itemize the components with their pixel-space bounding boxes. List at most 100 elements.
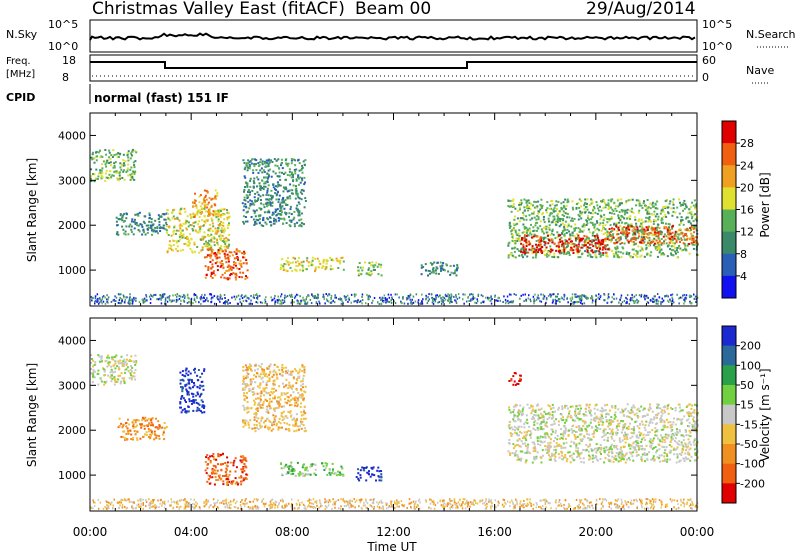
velocity-region-3	[204, 452, 249, 486]
velocity-region-0	[90, 354, 138, 386]
velocity-colorbar-swatch-1	[722, 345, 736, 366]
xtick-label-6: 00:00	[680, 525, 715, 539]
power-colorbar-swatch-2	[722, 165, 736, 188]
nave-tick-bottom: 0	[702, 71, 709, 84]
velocity-colorbar-swatch-8	[722, 483, 736, 504]
velocity-colorbar-tick-0: 200	[740, 340, 761, 353]
velocity-ground-scatter	[90, 498, 699, 510]
power-colorbar-swatch-3	[722, 187, 736, 210]
power-region-4	[192, 189, 219, 219]
velocity-colorbar-swatch-3	[722, 385, 736, 406]
velocity-region-5	[280, 461, 345, 478]
power-ytick-label-3: 4000	[58, 129, 86, 142]
power-colorbar-tick-0: 4	[740, 270, 747, 283]
velocity-colorbar-swatch-0	[722, 326, 736, 347]
power-colorbar-swatch-7	[722, 275, 736, 299]
velocity-region-2	[179, 367, 206, 414]
nsearch-tick-top: 10^5	[702, 18, 732, 31]
nave-label: Nave	[746, 64, 774, 77]
nsearch-label: N.Search	[746, 28, 796, 41]
power-ylabel: Slant Range [km]	[25, 158, 39, 262]
nsearch-tick-bottom: 10^0	[702, 40, 732, 53]
velocity-colorbar-swatch-6	[722, 444, 736, 465]
nsky-trace	[89, 32, 696, 41]
power-colorbar-tick-1: 8	[740, 248, 747, 261]
velocity-colorbar-tick-1: 100	[740, 359, 761, 372]
power-colorbar-swatch-1	[722, 143, 736, 166]
power-region-9	[507, 198, 699, 259]
power-ytick-label-1: 2000	[58, 219, 86, 232]
velocity-colorbar-swatch-2	[722, 365, 736, 386]
velocity-panel: 1000 2000 3000 4000 Slant Range [km]	[25, 317, 699, 512]
power-colorbar-tick-4: 20	[740, 181, 754, 194]
nsky-tick-bottom: 10^0	[48, 40, 78, 53]
power-colorbar-tick-5: 24	[740, 159, 754, 172]
velocity-colorbar-swatch-5	[722, 424, 736, 445]
nave-tick-top: 60	[702, 54, 716, 67]
cpid-text: normal (fast) 151 IF	[94, 91, 229, 105]
freq-label-2: [MHz]	[6, 69, 35, 80]
xtick-label-2: 08:00	[275, 525, 310, 539]
figure-title: Christmas Valley East (fitACF)	[92, 0, 345, 19]
time-axis-labels: 00:00 04:00 08:00 12:00 16:00 20:00 00:00	[73, 525, 715, 539]
velocity-region-1	[117, 416, 168, 441]
power-colorbar-swatch-0	[722, 121, 736, 144]
time-axis-title: Time UT	[366, 540, 417, 554]
xtick-label-5: 20:00	[579, 525, 614, 539]
power-region-11	[608, 225, 699, 245]
nsky-label: N.Sky	[6, 28, 38, 41]
velocity-ytick-label-1: 2000	[58, 424, 86, 437]
power-region-0	[90, 148, 138, 183]
velocity-colorbar-label: Velocity [m s⁻¹]	[758, 368, 772, 461]
power-region-5	[241, 158, 307, 228]
freq-label-1: Freq.	[6, 56, 31, 67]
velocity-colorbar-tick-7: -200	[740, 477, 765, 490]
xtick-label-1: 04:00	[174, 525, 209, 539]
velocity-colorbar-swatch-4	[722, 404, 736, 425]
xtick-label-3: 12:00	[376, 525, 411, 539]
velocity-cells	[90, 354, 699, 510]
power-colorbar-tick-6: 28	[740, 137, 754, 150]
power-colorbar-swatch-5	[722, 231, 736, 255]
power-region-10	[520, 234, 611, 255]
power-cells	[90, 148, 699, 305]
velocity-region-7	[508, 372, 522, 386]
power-region-2	[165, 207, 231, 254]
velocity-colorbar: 200 100 50 15 -15 -50 -100 -200	[721, 325, 765, 504]
velocity-ytick-label-0: 1000	[58, 469, 86, 482]
velocity-ytick-label-3: 4000	[58, 334, 86, 347]
cpid-label: CPID	[6, 91, 35, 104]
freq-tick-bottom: 8	[62, 71, 69, 84]
nsky-panel	[89, 19, 698, 53]
power-region-8	[420, 261, 459, 277]
power-region-7	[356, 261, 383, 277]
velocity-colorbar-tick-4: -15	[740, 418, 758, 431]
xtick-label-0: 00:00	[73, 525, 108, 539]
power-region-3	[204, 248, 249, 281]
power-region-6	[279, 256, 345, 273]
velocity-region-4	[241, 363, 307, 433]
power-ytick-label-0: 1000	[58, 264, 86, 277]
nsky-tick-top: 10^5	[48, 18, 78, 31]
freq-tick-top: 18	[62, 54, 76, 67]
velocity-region-8	[507, 403, 699, 464]
power-ytick-label-2: 3000	[58, 174, 86, 187]
power-panel: 1000 2000 3000 4000 Slant Range [km]	[25, 112, 699, 307]
power-colorbar-tick-2: 12	[740, 226, 754, 239]
xtick-label-4: 16:00	[477, 525, 512, 539]
velocity-colorbar-swatch-7	[722, 463, 736, 484]
velocity-region-6	[355, 466, 383, 482]
velocity-colorbar-tick-2: 50	[740, 379, 754, 392]
power-region-1	[115, 211, 168, 236]
freq-trace	[90, 61, 697, 69]
velocity-ylabel: Slant Range [km]	[25, 363, 39, 467]
power-colorbar-tick-3: 16	[740, 204, 754, 217]
power-colorbar-swatch-4	[722, 209, 736, 233]
freq-panel	[89, 54, 698, 82]
velocity-colorbar-tick-3: 15	[740, 399, 754, 412]
beam-label: Beam 00	[355, 0, 431, 19]
power-colorbar-swatch-6	[722, 253, 736, 277]
velocity-colorbar-tick-5: -50	[740, 438, 758, 451]
power-colorbar: 4 8 12 16 20 24 28	[721, 120, 754, 299]
